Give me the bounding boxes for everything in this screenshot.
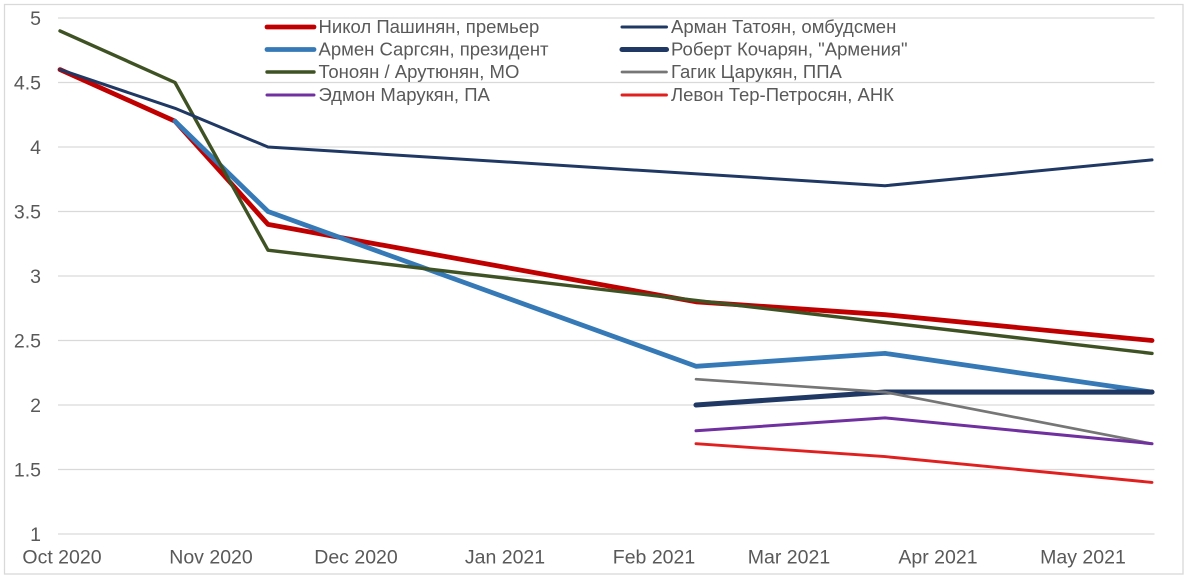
svg-text:Nov 2020: Nov 2020 xyxy=(169,547,253,569)
svg-text:Apr 2021: Apr 2021 xyxy=(898,547,977,569)
svg-text:Mar 2021: Mar 2021 xyxy=(748,547,830,569)
svg-text:3.5: 3.5 xyxy=(14,202,41,224)
svg-text:2.5: 2.5 xyxy=(14,331,41,353)
svg-text:Тоноян / Арутюнян, МО: Тоноян / Арутюнян, МО xyxy=(319,61,520,82)
svg-text:Никол Пашинян, премьер: Никол Пашинян, премьер xyxy=(319,16,540,37)
svg-text:1.5: 1.5 xyxy=(14,460,41,482)
svg-text:Левон Тер-Петросян, АНК: Левон Тер-Петросян, АНК xyxy=(671,84,894,105)
svg-text:Роберт Кочарян, "Армения": Роберт Кочарян, "Армения" xyxy=(671,39,908,60)
svg-text:Jan 2021: Jan 2021 xyxy=(465,547,545,569)
svg-text:2: 2 xyxy=(30,395,41,417)
svg-text:Dec 2020: Dec 2020 xyxy=(314,547,398,569)
svg-text:Feb 2021: Feb 2021 xyxy=(613,547,695,569)
svg-text:4: 4 xyxy=(30,137,41,159)
svg-text:3: 3 xyxy=(30,266,41,288)
svg-text:Oct 2020: Oct 2020 xyxy=(22,547,101,569)
svg-text:Эдмон Марукян, ПА: Эдмон Марукян, ПА xyxy=(319,84,491,105)
svg-text:Гагик Царукян, ППА: Гагик Царукян, ППА xyxy=(671,61,842,82)
svg-text:5: 5 xyxy=(30,8,41,30)
svg-text:May 2021: May 2021 xyxy=(1040,547,1126,569)
svg-text:1: 1 xyxy=(30,524,41,546)
svg-text:Арман Татоян, омбудсмен: Арман Татоян, омбудсмен xyxy=(671,16,896,37)
svg-text:Армен Саргсян, президент: Армен Саргсян, президент xyxy=(319,39,550,60)
svg-text:4.5: 4.5 xyxy=(14,73,41,95)
